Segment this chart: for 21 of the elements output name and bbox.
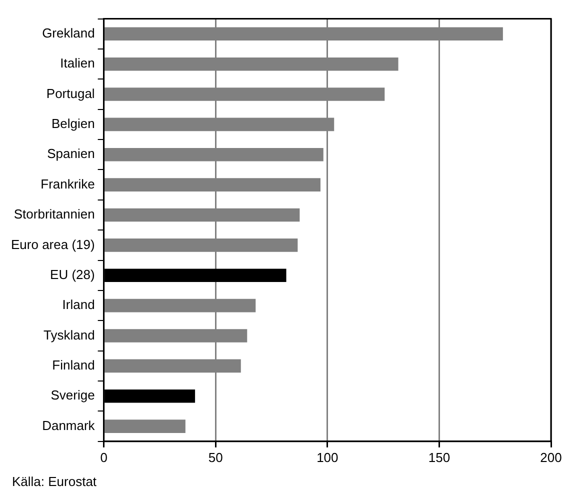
x-tick-label: 0	[100, 450, 108, 465]
y-tick-label: Spanien	[47, 146, 95, 162]
y-tick-label: Italien	[60, 56, 95, 71]
y-tick-label: Portugal	[46, 86, 95, 101]
y-tick-label: EU (28)	[50, 266, 95, 282]
y-tick-label: Danmark	[42, 418, 96, 433]
y-tick-label: Sverige	[50, 388, 95, 403]
y-tick-label: Finland	[52, 358, 95, 373]
y-tick-label: Storbritannien	[14, 206, 95, 222]
y-tick-label: Frankrike	[40, 176, 95, 192]
text: Källa: Eurostat	[12, 474, 97, 490]
y-tick-label: Belgien	[51, 116, 95, 132]
x-tick-label: 150	[428, 450, 450, 465]
y-tick-label: Grekland	[42, 25, 95, 40]
y-tick-label: Tyskland	[44, 327, 95, 342]
x-tick-label: 100	[316, 450, 338, 465]
y-tick-label: Irland	[62, 297, 95, 312]
x-tick-label: 50	[208, 450, 223, 465]
x-tick-label: 200	[540, 450, 562, 465]
y-tick-label: Euro area (19)	[10, 236, 95, 252]
bar	[104, 420, 186, 433]
